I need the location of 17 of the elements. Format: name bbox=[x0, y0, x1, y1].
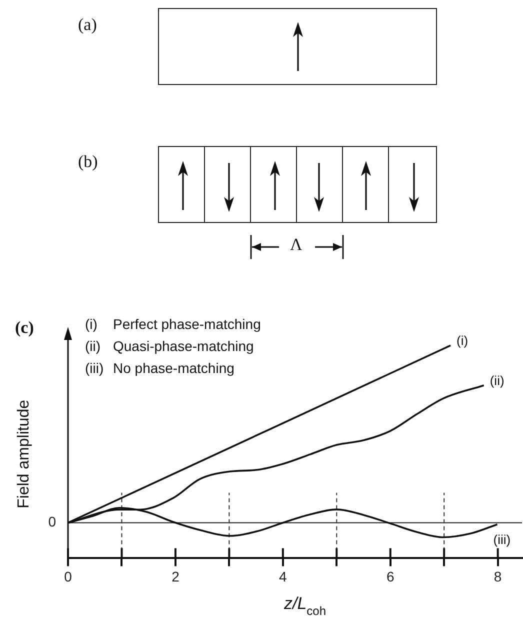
text: Λ bbox=[290, 235, 302, 255]
text: (a) bbox=[78, 15, 97, 35]
annotation: (iii) No phase-matching bbox=[85, 360, 234, 376]
series-label: (ii) bbox=[490, 372, 504, 388]
annotation: (ii) Quasi-phase-matching bbox=[85, 338, 254, 354]
series-label: (i) bbox=[456, 333, 468, 348]
text: (b) bbox=[78, 152, 98, 172]
x-tick-label: 8 bbox=[494, 568, 502, 584]
y-axis-title: Field amplitude bbox=[15, 400, 32, 508]
text: (c) bbox=[15, 318, 34, 337]
ref-line-label: 0 bbox=[48, 514, 56, 530]
x-tick-label: 0 bbox=[64, 568, 72, 584]
x-tick-label: 6 bbox=[386, 568, 394, 584]
text: (i) Perfect phase-matching bbox=[85, 316, 261, 332]
x-tick-label: 4 bbox=[279, 568, 288, 584]
x-tick-label: 2 bbox=[172, 568, 180, 584]
series-label: (iii) bbox=[493, 532, 511, 547]
